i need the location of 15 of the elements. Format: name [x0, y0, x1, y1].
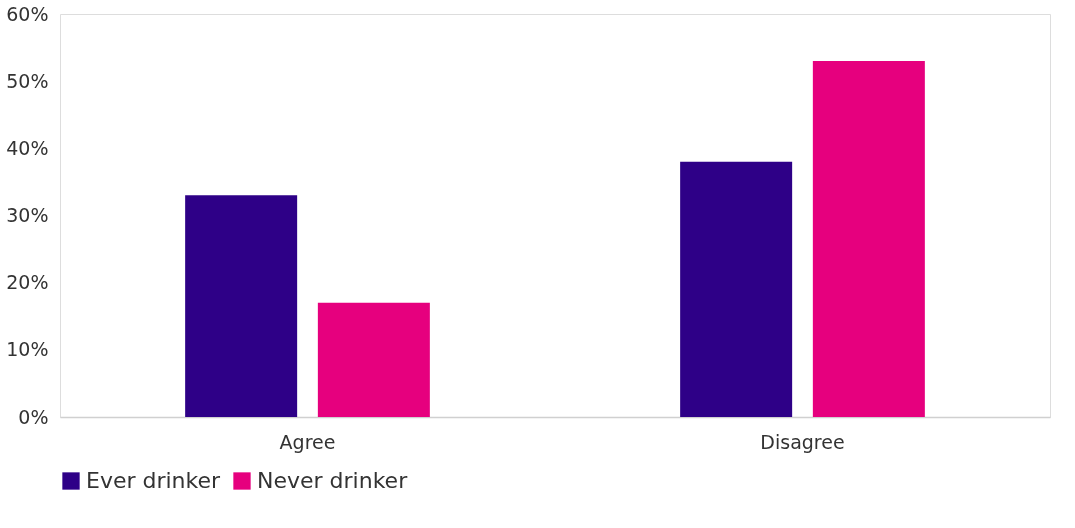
- legend-label: Never drinker: [257, 468, 409, 493]
- bar: [317, 302, 430, 417]
- bar: [185, 195, 298, 417]
- y-tick-label: 10%: [6, 338, 49, 361]
- bar: [680, 161, 793, 417]
- y-tick-label: 40%: [6, 136, 49, 159]
- x-tick-label: Agree: [279, 430, 336, 453]
- y-tick-label: 50%: [6, 69, 49, 92]
- y-tick-label: 30%: [6, 204, 49, 226]
- bar: [812, 61, 925, 417]
- x-tick-label: Disagree: [760, 430, 845, 453]
- y-tick-label: 0%: [18, 405, 49, 428]
- y-tick-label: 60%: [6, 2, 49, 25]
- legend-label: Ever drinker: [86, 468, 222, 493]
- y-tick-label: 20%: [6, 271, 49, 294]
